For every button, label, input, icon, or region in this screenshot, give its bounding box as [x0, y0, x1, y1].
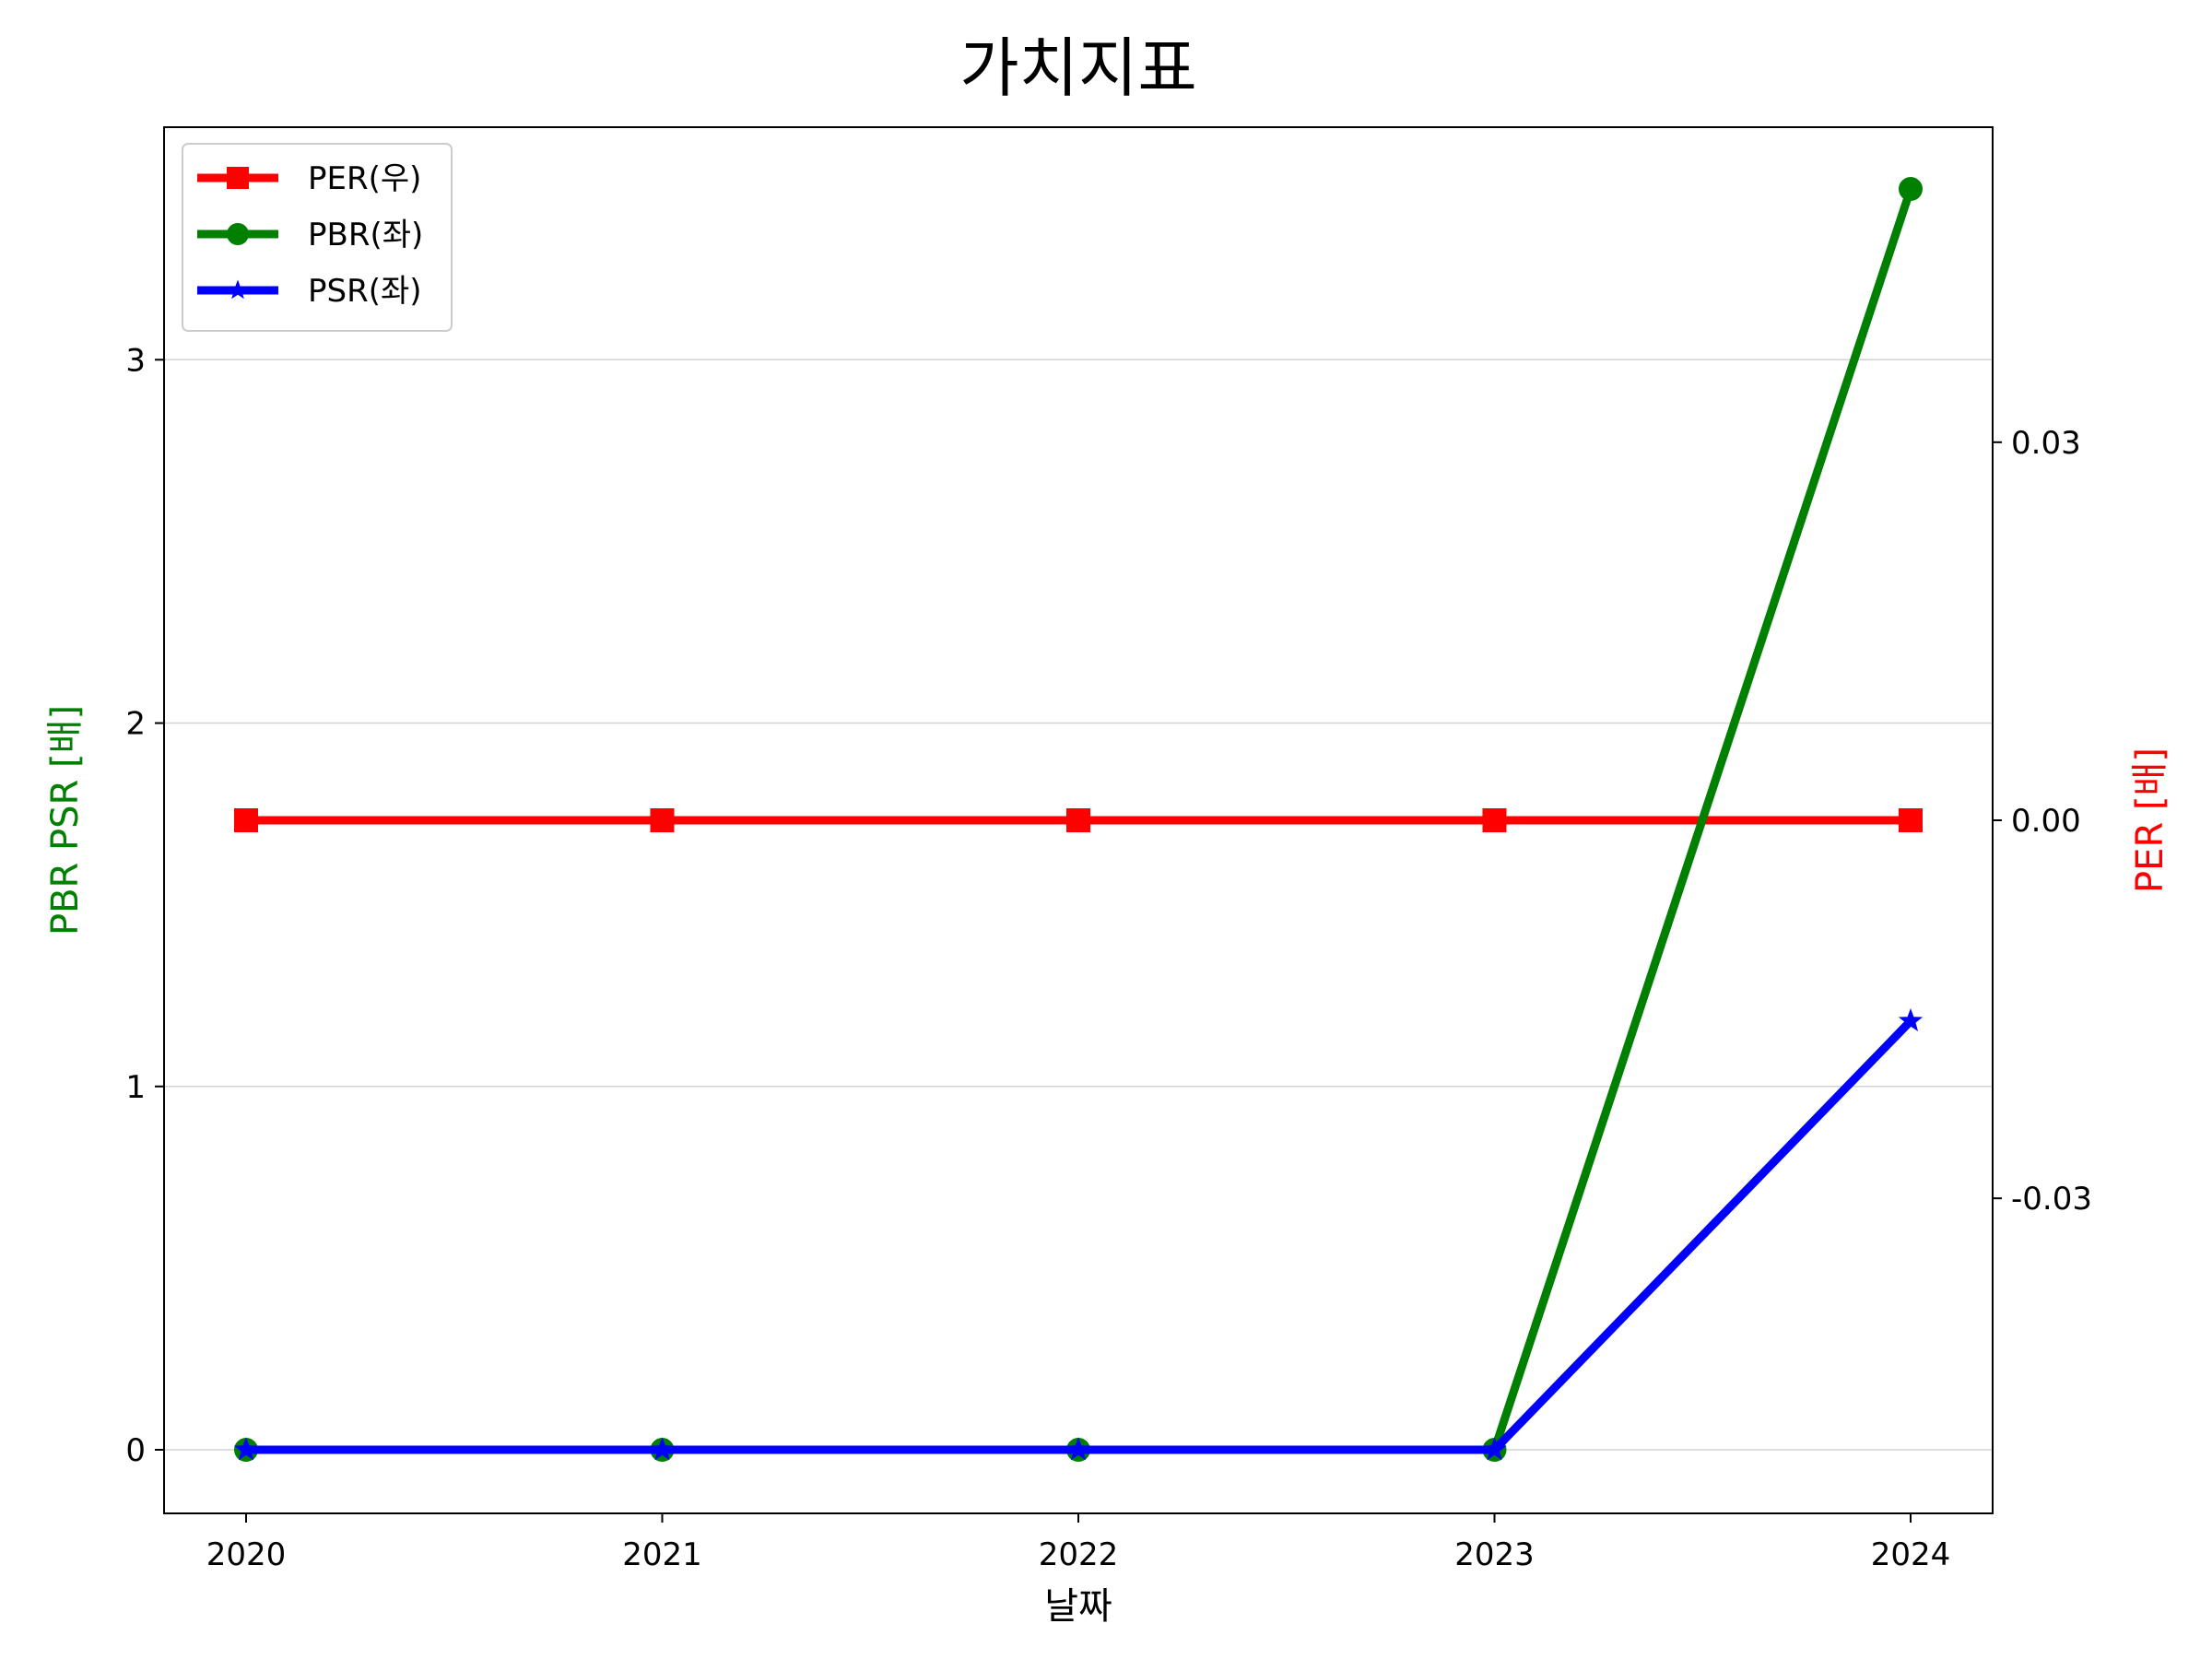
legend-item-psr: PSR(좌)	[197, 273, 422, 310]
y-right-tick-label: -0.03	[2011, 1181, 2092, 1218]
x-axis: 2020 2021 2022 2023 2024	[206, 1513, 1951, 1573]
legend-marker	[227, 167, 249, 189]
data-point-per	[1899, 808, 1923, 832]
data-point-psr	[650, 1437, 675, 1461]
y-left-tick-label: 0	[125, 1432, 146, 1469]
legend-item-pbr: PBR(좌)	[197, 217, 423, 253]
y-left-tick-label: 3	[125, 342, 146, 379]
y-axis-right-title: PER [배]	[2129, 747, 2171, 893]
x-tick-label: 2020	[206, 1536, 287, 1573]
series-per	[234, 808, 1923, 832]
data-point-pbr	[1899, 177, 1923, 202]
data-point-psr	[233, 1437, 259, 1461]
data-point-psr	[1482, 1437, 1507, 1461]
y-left-tick-label: 1	[125, 1069, 146, 1106]
data-point-per	[1066, 808, 1090, 832]
x-tick-label: 2022	[1039, 1536, 1119, 1573]
data-point-psr	[1065, 1437, 1091, 1461]
legend-label: PER(우)	[308, 160, 421, 197]
series-layer	[233, 177, 1924, 1463]
data-point-psr	[1898, 1008, 1924, 1031]
x-axis-title: 날짜	[1044, 1585, 1112, 1628]
y-axis-left-title: PBR PSR [배]	[44, 705, 87, 935]
legend-label: PBR(좌)	[308, 217, 423, 253]
data-point-per	[650, 808, 675, 832]
data-point-per	[1482, 808, 1507, 832]
y-left-tick-label: 2	[125, 706, 146, 743]
legend: PER(우) PBR(좌) PSR(좌)	[182, 143, 453, 332]
x-tick-label: 2023	[1454, 1536, 1535, 1573]
data-point-per	[234, 808, 258, 832]
legend-marker	[228, 279, 248, 300]
legend-marker	[227, 223, 249, 245]
y-right-tick-label: 0.03	[2011, 425, 2081, 462]
legend-label: PSR(좌)	[308, 273, 422, 310]
chart-title: 가치지표	[959, 30, 1197, 106]
legend-box	[182, 143, 453, 332]
x-tick-label: 2021	[622, 1536, 702, 1573]
series-psr	[233, 1008, 1924, 1461]
legend-items: PER(우) PBR(좌) PSR(좌)	[197, 160, 423, 310]
y-axis-left: 0 1 2 3	[125, 342, 164, 1469]
y-axis-right: 0.03 0.00 -0.03	[1993, 425, 2092, 1218]
x-tick-label: 2024	[1871, 1536, 1951, 1573]
y-right-tick-label: 0.00	[2011, 803, 2081, 840]
legend-item-per: PER(우)	[197, 160, 421, 197]
